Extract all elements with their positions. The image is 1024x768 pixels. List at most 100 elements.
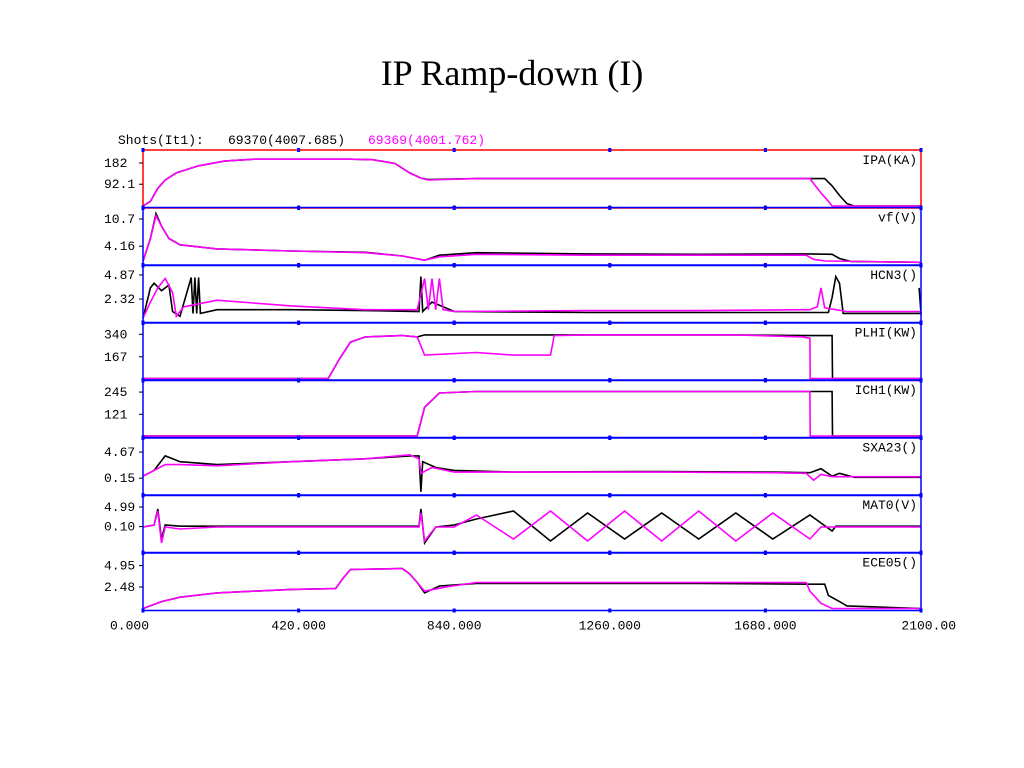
x-tick-mark bbox=[763, 550, 767, 555]
x-tick-mark bbox=[763, 608, 767, 613]
y-tick-label: 10.7 bbox=[104, 212, 135, 227]
x-tick-mark bbox=[297, 378, 301, 382]
x-tick-mark bbox=[608, 263, 612, 267]
panel-label: SXA23() bbox=[862, 441, 917, 456]
y-tick-label: 4.95 bbox=[104, 559, 135, 574]
x-tick-mark bbox=[297, 608, 301, 613]
x-tick-mark bbox=[452, 435, 456, 440]
x-tick-mark bbox=[452, 205, 456, 210]
panel-hcn3: 4.87 2.32 HCN3() bbox=[104, 263, 923, 325]
x-tick-mark bbox=[608, 493, 612, 497]
series-line-shot-b bbox=[142, 453, 921, 482]
y-tick-label: 2.48 bbox=[104, 580, 135, 595]
panel-label: ECE05() bbox=[862, 556, 917, 571]
x-tick-mark bbox=[452, 608, 456, 613]
y-tick-label: 340 bbox=[104, 327, 127, 342]
y-tick-label: 167 bbox=[104, 350, 127, 365]
x-tick-mark bbox=[763, 148, 767, 152]
x-tick-mark bbox=[919, 493, 923, 497]
shots-prefix: Shots(It1): bbox=[118, 133, 204, 148]
x-tick-mark bbox=[608, 148, 612, 152]
y-tick-label: 0.10 bbox=[104, 520, 135, 535]
x-tick-mark bbox=[919, 320, 923, 325]
y-tick-label: 4.87 bbox=[104, 268, 135, 283]
series-line-shot-b bbox=[143, 390, 921, 437]
panel-label: PLHI(KW) bbox=[855, 326, 917, 341]
y-tick-label: 4.67 bbox=[104, 445, 135, 460]
series-line-shot-a bbox=[142, 508, 921, 546]
y-tick-label: 245 bbox=[104, 385, 127, 400]
series-line-shot-b bbox=[142, 158, 921, 207]
x-tick-mark bbox=[141, 435, 145, 440]
panels-group: 182 92.1 IPA(KA) 10.7 4.16 vf(V) 4.87 2.32 HCN3(… bbox=[104, 148, 923, 613]
x-tick-mark bbox=[452, 378, 456, 382]
x-tick-label: 420.000 bbox=[271, 619, 326, 634]
panel-mat0v: 4.99 0.10 MAT0(V) bbox=[104, 493, 923, 555]
x-tick-mark bbox=[297, 205, 301, 210]
y-tick-label: 92.1 bbox=[104, 177, 135, 192]
x-tick-mark bbox=[608, 320, 612, 325]
x-tick-mark bbox=[141, 148, 145, 152]
x-tick-mark bbox=[297, 320, 301, 325]
series-line-shot-a bbox=[142, 158, 921, 207]
x-tick-label: 1680.000 bbox=[734, 619, 796, 634]
x-tick-label: 0.000 bbox=[110, 619, 149, 634]
x-tick-mark bbox=[763, 205, 767, 210]
x-tick-mark bbox=[141, 378, 145, 382]
y-tick-label: 4.99 bbox=[104, 500, 135, 515]
x-tick-mark bbox=[141, 263, 145, 267]
series-line-shot-b bbox=[143, 334, 921, 380]
x-tick-mark bbox=[452, 148, 456, 152]
panel-border bbox=[142, 206, 922, 267]
y-tick-label: 2.32 bbox=[104, 292, 135, 307]
y-tick-label: 121 bbox=[104, 407, 128, 422]
panel-border bbox=[142, 264, 922, 324]
x-tick-mark bbox=[608, 608, 612, 613]
panel-ich1kw: 245 121 ICH1(KW) bbox=[104, 378, 923, 440]
x-tick-mark bbox=[141, 205, 145, 210]
x-tick-mark bbox=[141, 320, 145, 325]
x-tick-mark bbox=[452, 493, 456, 497]
y-tick-label: 182 bbox=[104, 156, 127, 171]
x-tick-mark bbox=[919, 205, 923, 210]
slide-title: IP Ramp-down (I) bbox=[380, 53, 644, 93]
series-line-shot-a bbox=[142, 274, 922, 319]
x-tick-mark bbox=[919, 550, 923, 555]
x-tick-label: 840.000 bbox=[427, 619, 482, 634]
x-tick-mark bbox=[141, 493, 145, 497]
x-tick-mark bbox=[608, 205, 612, 210]
panel-label: MAT0(V) bbox=[862, 498, 917, 513]
series-line-shot-a bbox=[143, 390, 921, 437]
panel-label: vf(V) bbox=[878, 211, 917, 226]
x-tick-label: 2100.00 bbox=[901, 619, 956, 634]
panel-label: IPA(KA) bbox=[862, 153, 917, 168]
x-tick-mark bbox=[141, 608, 145, 613]
x-tick-mark bbox=[452, 263, 456, 267]
x-tick-mark bbox=[452, 550, 456, 555]
x-tick-mark bbox=[763, 378, 767, 382]
x-tick-mark bbox=[919, 608, 923, 613]
series-line-shot-b bbox=[142, 567, 921, 610]
panel-sxa23: 4.67 0.15 SXA23() bbox=[104, 435, 923, 498]
panel-label: ICH1(KW) bbox=[855, 383, 917, 398]
series-line-shot-b bbox=[142, 213, 922, 264]
x-tick-mark bbox=[297, 493, 301, 497]
panel-ece05: 4.95 2.48 ECE05() bbox=[104, 550, 923, 613]
x-tick-mark bbox=[452, 320, 456, 325]
x-tick-mark bbox=[919, 263, 923, 267]
x-axis: 0.000 420.000 840.000 1260.000 1680.000 2100.… bbox=[110, 619, 956, 634]
series-line-shot-a bbox=[143, 334, 921, 380]
panel-vfv: 10.7 4.16 vf(V) bbox=[104, 205, 923, 268]
x-tick-mark bbox=[297, 148, 301, 152]
x-tick-mark bbox=[763, 435, 767, 440]
panel-plhikw: 340 167 PLHI(KW) bbox=[104, 320, 923, 383]
x-tick-mark bbox=[919, 378, 923, 382]
series-line-shot-b bbox=[142, 509, 921, 544]
x-tick-mark bbox=[763, 320, 767, 325]
x-tick-mark bbox=[763, 263, 767, 267]
x-tick-mark bbox=[608, 378, 612, 382]
panel-border bbox=[142, 436, 922, 497]
x-tick-mark bbox=[763, 493, 767, 497]
x-tick-mark bbox=[297, 550, 301, 555]
